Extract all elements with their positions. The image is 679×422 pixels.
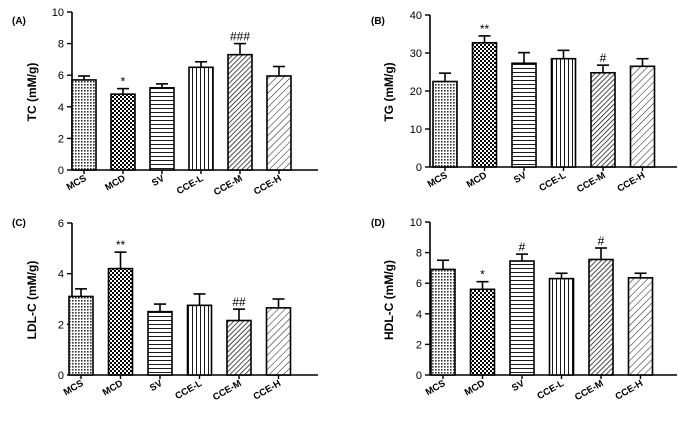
y-tick-label: 30 — [410, 48, 422, 60]
bar-mcs — [71, 79, 97, 171]
panel-d-label: (D) — [371, 218, 385, 229]
y-tick-label: 2 — [58, 133, 64, 145]
y-tick-label: 8 — [58, 39, 64, 51]
y-tick-label: 4 — [416, 309, 422, 321]
y-tick-label: 8 — [416, 248, 422, 260]
bar-mcd — [469, 288, 496, 376]
category-label: MCS — [426, 170, 450, 190]
panel-a-y-axis-label: TC (mM/g) — [25, 63, 39, 122]
bar-mcs — [432, 80, 458, 168]
bar-cce-h — [627, 277, 654, 376]
bar-sv — [149, 87, 175, 171]
y-tick-label: 0 — [58, 165, 64, 177]
category-label: MCD — [101, 378, 125, 398]
bar-cce-l — [548, 277, 575, 376]
category-label: SV — [148, 378, 165, 394]
y-tick-label: 10 — [52, 7, 64, 19]
panel-a: (A) TC (mM/g) 0 2 4 6 8 10 MCS MCD * SV CCE-L CCE-M… — [12, 7, 318, 198]
category-label: CCE-H — [613, 378, 645, 403]
category-label: CCE-H — [615, 170, 647, 195]
y-tick-label: 6 — [58, 218, 64, 230]
y-tick-label: 2 — [416, 339, 422, 351]
category-label: MCD — [103, 173, 127, 193]
bar-cce-m — [226, 319, 252, 376]
y-tick-label: 10 — [410, 124, 422, 136]
bar-mcd — [471, 41, 498, 168]
bar-cce-m — [588, 258, 614, 376]
category-label: MCS — [62, 378, 86, 398]
panel-d-y-axis-label: HDL-C (mM/g) — [382, 260, 396, 340]
category-label: CCE-M — [575, 170, 608, 195]
bar-cce-h — [266, 75, 292, 171]
bar-cce-h — [265, 307, 292, 376]
significance-label: # — [598, 234, 605, 248]
panel-c: (C) LDL-C (mM/g) 0 2 4 6 MCS MCD ** SV CCE-L CCE-… — [12, 218, 318, 403]
category-label: MCS — [424, 378, 448, 398]
bar-sv — [511, 62, 537, 168]
bar-sv — [147, 310, 173, 376]
category-label: CCE-M — [212, 173, 245, 198]
bar-mcd — [110, 93, 136, 171]
y-tick-label: 4 — [58, 102, 64, 114]
y-tick-label: 2 — [58, 319, 64, 331]
category-label: CCE-M — [211, 378, 244, 403]
category-label: SV — [150, 173, 167, 189]
significance-label: ### — [230, 30, 250, 44]
panel-b-y-axis-label: TG (mM/g) — [382, 62, 396, 121]
panel-c-label: (C) — [12, 218, 26, 229]
category-label: CCE-L — [173, 378, 204, 402]
panel-a-label: (A) — [12, 16, 26, 27]
bar-cce-l — [188, 66, 214, 171]
bar-cce-m — [227, 53, 253, 171]
panel-b: (B) TG (mM/g) 0 10 20 30 40 MCS MCD ** SV CCE-L CC… — [371, 10, 677, 195]
category-label: SV — [512, 170, 529, 186]
bar-cce-l — [550, 57, 577, 168]
category-label: CCE-L — [537, 170, 568, 194]
category-label: CCE-L — [175, 173, 206, 197]
bar-mcs — [430, 268, 456, 376]
category-label: MCD — [465, 170, 489, 190]
category-label: SV — [510, 378, 527, 394]
category-label: CCE-M — [573, 378, 606, 403]
bar-cce-m — [590, 71, 616, 168]
category-label: MCS — [65, 173, 89, 193]
category-label: MCD — [463, 378, 487, 398]
panel-c-y-axis-label: LDL-C (mM/g) — [25, 261, 39, 340]
bar-mcd — [107, 267, 134, 376]
significance-label: ** — [480, 22, 490, 36]
y-tick-label: 0 — [58, 370, 64, 382]
significance-label: # — [519, 240, 526, 254]
y-tick-label: 0 — [416, 370, 422, 382]
y-tick-label: 6 — [416, 278, 422, 290]
y-tick-label: 4 — [58, 269, 64, 281]
panel-b-label: (B) — [371, 16, 385, 27]
category-label: CCE-H — [252, 173, 284, 198]
category-label: CCE-H — [251, 378, 283, 403]
bar-sv — [509, 260, 535, 376]
bar-cce-l — [186, 304, 213, 376]
significance-label: * — [121, 75, 126, 89]
bar-mcs — [68, 295, 94, 376]
significance-label: # — [600, 51, 607, 65]
y-tick-label: 20 — [410, 86, 422, 98]
panel-d: (D) HDL-C (mM/g) 0 2 4 6 8 10 MCS MCD * SV # CCE-L C… — [371, 217, 677, 403]
y-tick-label: 6 — [58, 70, 64, 82]
y-tick-label: 10 — [410, 217, 422, 229]
significance-label: ** — [116, 238, 126, 252]
significance-label: ## — [232, 295, 246, 309]
bar-cce-h — [629, 65, 656, 168]
significance-label: * — [480, 268, 485, 282]
y-tick-label: 0 — [416, 162, 422, 174]
y-tick-label: 40 — [410, 10, 422, 22]
category-label: CCE-L — [535, 378, 566, 402]
